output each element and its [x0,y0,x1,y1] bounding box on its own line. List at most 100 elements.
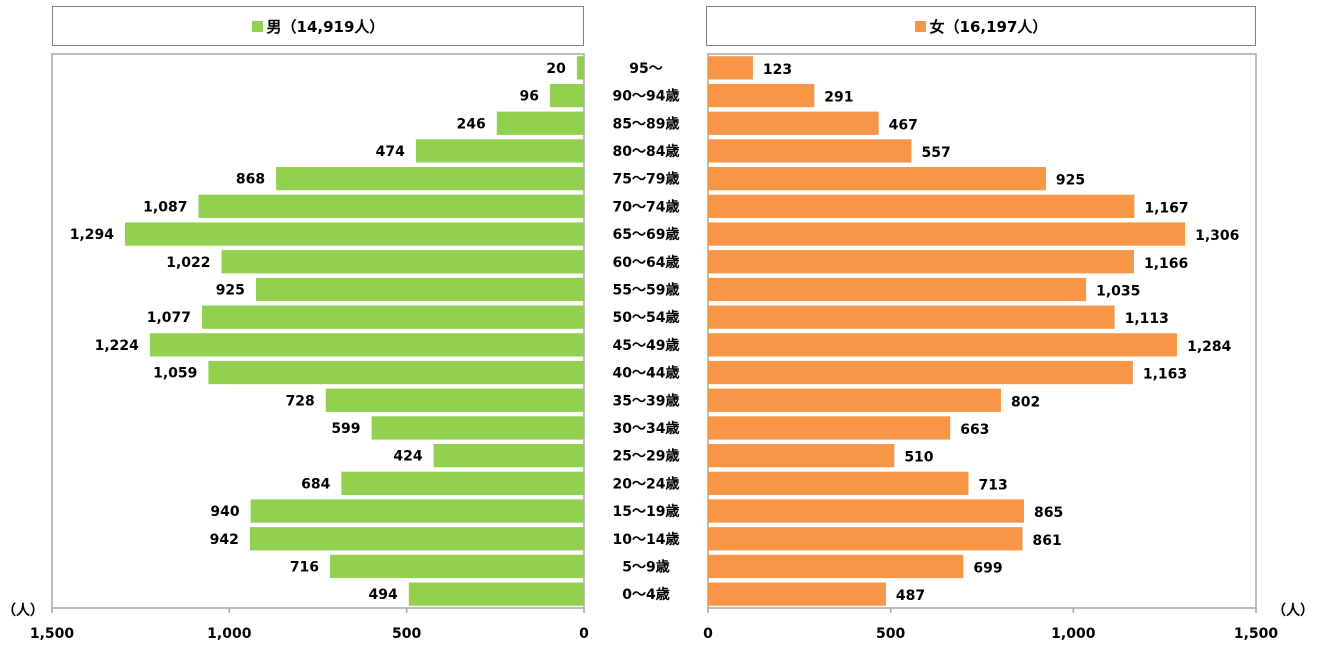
data-label-female: 713 [978,477,1007,493]
bar-female [708,222,1186,246]
data-label-female: 1,166 [1144,256,1188,272]
bar-female [708,416,951,440]
data-label-male: 868 [236,172,265,188]
bar-male [433,444,584,468]
plot-frame-female [707,53,1257,609]
age-group-label: 40〜44歳 [613,365,680,382]
data-label-male: 599 [331,421,360,437]
bar-male [208,360,584,385]
data-label-male: 728 [286,393,315,409]
data-label-male: 494 [369,587,398,603]
age-group-label: 70〜74歳 [613,198,680,215]
data-label-male: 1,087 [143,199,187,215]
data-label-female: 467 [889,117,918,133]
bar-male [325,388,584,412]
tick-label-left: 1,000 [207,626,252,642]
bar-male [202,305,585,329]
legend-male-label: 男（14,919人） [266,17,385,36]
data-label-male: 940 [210,504,239,520]
bar-female [708,388,1001,412]
plot-frame-male [51,53,585,609]
age-group-label: 0〜4歳 [622,586,669,603]
data-label-male: 942 [210,532,239,548]
data-label-male: 1,294 [70,227,115,243]
data-label-male: 246 [457,116,486,132]
bar-female [708,360,1133,385]
legend-female: 女（16,197人） [706,6,1256,46]
age-group-label: 75〜79歳 [613,171,680,188]
data-label-female: 557 [921,145,950,161]
bar-male [221,250,584,274]
bar-female [708,305,1115,329]
data-label-female: 925 [1056,173,1085,189]
data-label-female: 1,035 [1096,283,1140,299]
data-label-female: 1,284 [1187,339,1232,355]
data-label-male: 684 [301,476,330,492]
bar-male [408,582,584,606]
bar-female [708,167,1046,191]
data-label-female: 1,113 [1125,311,1169,327]
legend-female-label: 女（16,197人） [929,17,1048,36]
bar-female [708,527,1023,551]
bar-female [708,554,964,579]
age-group-label: 25〜29歳 [613,448,680,465]
bar-male [415,139,584,163]
bar-male [125,222,584,246]
data-label-female: 510 [904,450,933,466]
bar-male [371,416,584,440]
tick-label-right: 500 [876,626,905,642]
data-label-female: 699 [973,560,1002,576]
age-group-label: 20〜24歳 [613,475,680,492]
bar-female [708,333,1178,357]
legend-male: 男（14,919人） [52,6,584,46]
age-group-label: 90〜94歳 [613,88,680,105]
age-group-label: 30〜34歳 [613,420,680,437]
data-label-female: 487 [896,588,925,604]
bar-female [708,194,1135,218]
data-label-male: 1,059 [153,366,197,382]
bar-male [276,167,584,191]
data-label-male: 716 [290,559,319,575]
bar-female [708,471,969,495]
age-group-label: 45〜49歳 [613,337,680,354]
tick-label-right: 1,500 [1234,626,1279,642]
bar-female [708,582,886,606]
data-label-female: 1,167 [1144,200,1188,216]
bar-female [708,83,815,108]
age-group-label: 10〜14歳 [613,531,680,548]
age-group-label: 95〜 [629,61,662,77]
unit-label-left: （人） [2,602,44,619]
data-label-female: 865 [1034,505,1063,521]
tick-label-right: 0 [703,626,713,642]
bar-male [341,471,584,495]
legend-female-swatch [914,20,926,32]
age-group-label: 55〜59歳 [613,281,680,298]
data-label-female: 1,163 [1143,367,1187,383]
bar-male [198,194,584,218]
data-label-male: 424 [393,449,422,465]
bar-male [149,333,584,357]
bar-male [250,499,584,523]
bar-female [708,277,1087,302]
age-group-label: 50〜54歳 [613,309,680,326]
unit-label-right: （人） [1272,602,1314,619]
bar-male [249,527,585,551]
data-label-male: 20 [546,61,566,77]
age-group-label: 65〜69歳 [613,226,680,243]
bar-female [708,444,895,468]
data-label-male: 1,224 [95,338,140,354]
bar-female [708,139,912,163]
data-label-male: 925 [216,282,245,298]
bar-male [496,111,584,135]
data-label-female: 861 [1033,533,1062,549]
age-group-label: 35〜39歳 [613,392,680,409]
age-group-label: 15〜19歳 [613,503,680,520]
legend-male-swatch [251,20,263,32]
data-label-male: 474 [376,144,405,160]
data-label-male: 1,077 [147,310,191,326]
tick-label-right: 1,000 [1051,626,1096,642]
bar-male [576,56,584,80]
age-group-label: 85〜89歳 [613,115,680,132]
age-group-label: 60〜64歳 [613,254,680,271]
